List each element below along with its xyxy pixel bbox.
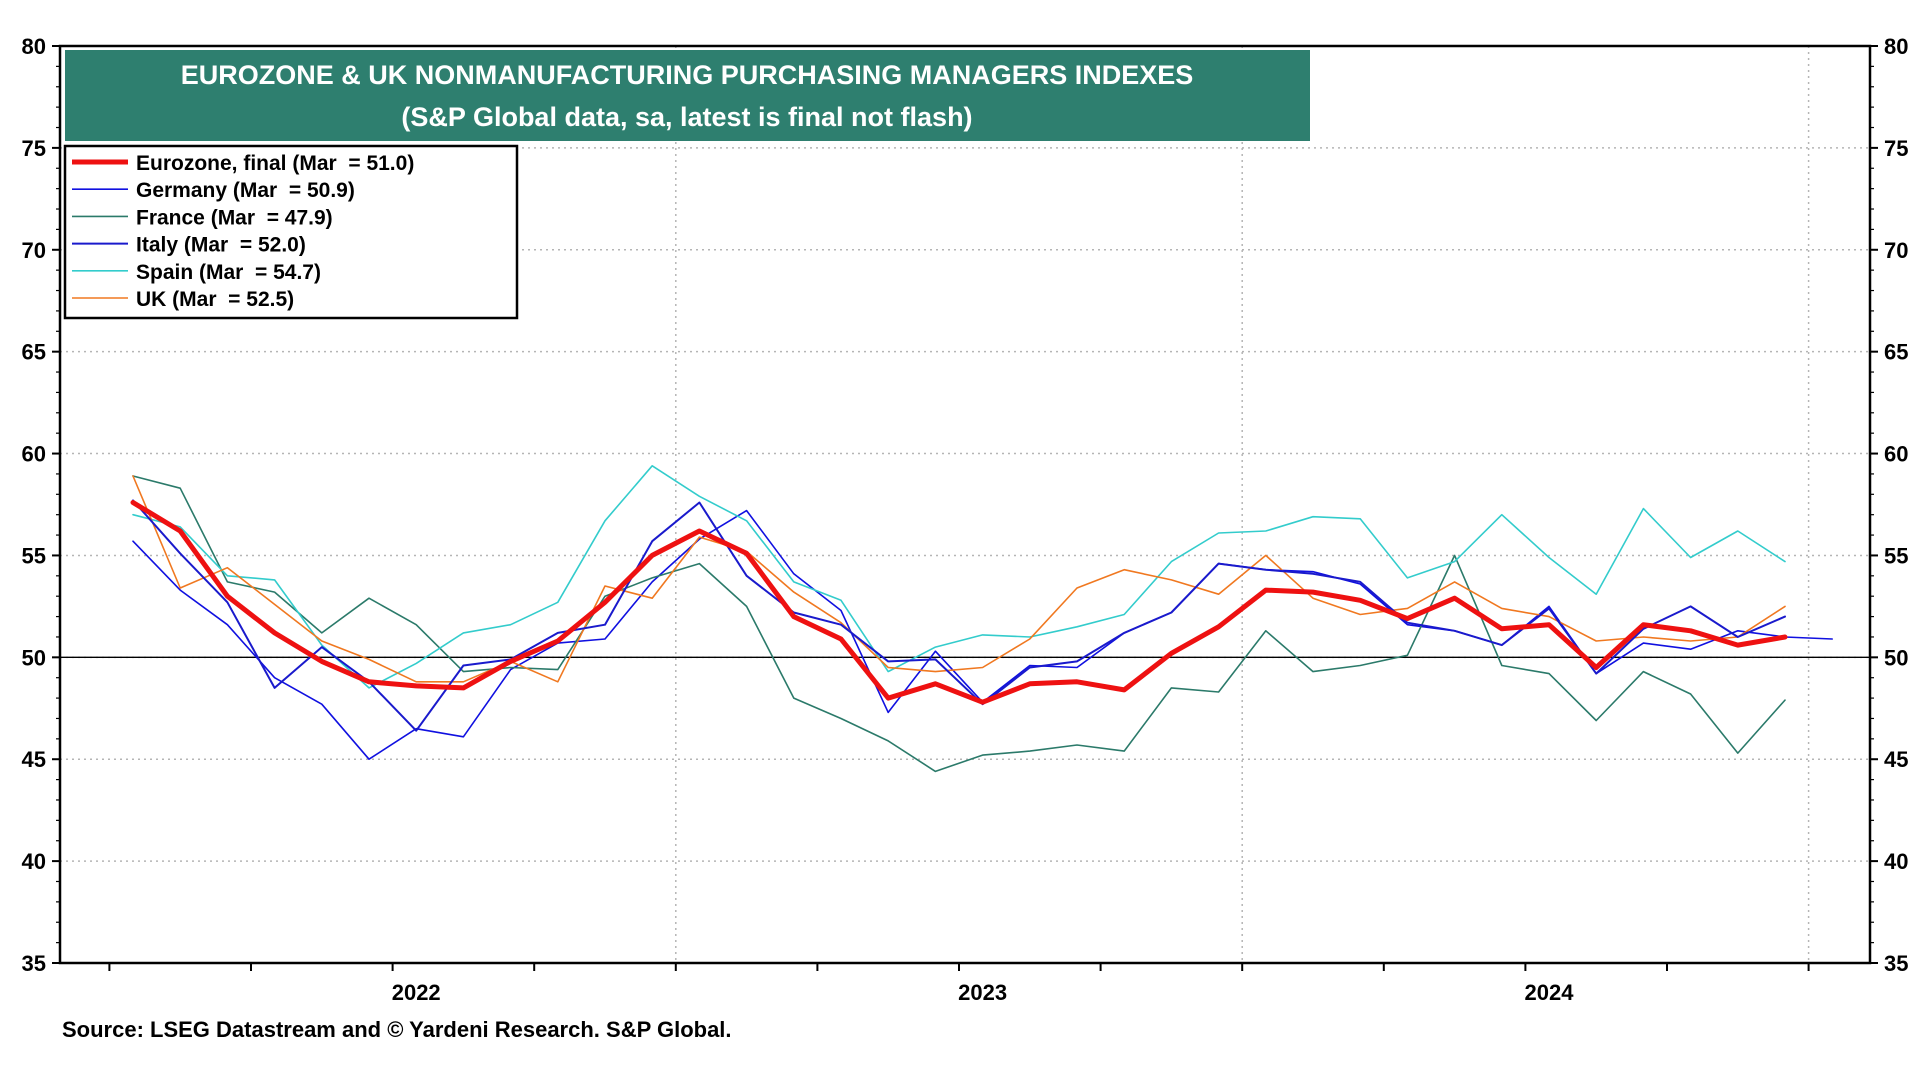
- title-banner: [65, 50, 1310, 141]
- y-tick-label-left: 50: [22, 645, 46, 670]
- y-tick-label-right: 45: [1884, 747, 1908, 772]
- legend-label: UK (Mar = 52.5): [136, 288, 294, 311]
- y-tick-label-left: 70: [22, 238, 46, 263]
- legend-box: [63, 144, 519, 320]
- y-tick-label-left: 55: [22, 543, 46, 568]
- legend: Eurozone, final (Mar = 51.0) Germany (Mar…: [72, 152, 414, 311]
- series-lines: [130, 464, 1833, 773]
- legend-label: Spain (Mar = 54.7): [136, 261, 321, 284]
- chart-title: EUROZONE & UK NONMANUFACTURING PURCHASIN…: [181, 60, 1194, 90]
- y-tick-label-left: 35: [22, 951, 46, 976]
- legend-label: Germany (Mar = 50.9): [136, 179, 355, 202]
- y-tick-label-left: 75: [22, 136, 46, 161]
- y-tick-label-right: 65: [1884, 340, 1908, 365]
- chart-subtitle: (S&P Global data, sa, latest is final no…: [401, 102, 972, 132]
- y-tick-label-right: 50: [1884, 645, 1908, 670]
- y-tick-label-right: 40: [1884, 849, 1908, 874]
- series-line-france: [132, 475, 1786, 773]
- y-tick-label-right: 75: [1884, 136, 1908, 161]
- y-tick-label-right: 70: [1884, 238, 1908, 263]
- y-tick-label-right: 55: [1884, 543, 1908, 568]
- legend-label: Italy (Mar = 52.0): [136, 234, 306, 257]
- x-tick-label: 2022: [392, 980, 441, 1005]
- y-tick-label-left: 45: [22, 747, 46, 772]
- x-tick-label: 2023: [958, 980, 1007, 1005]
- y-tick-label-right: 80: [1884, 34, 1908, 59]
- legend-label: Eurozone, final (Mar = 51.0): [136, 152, 414, 175]
- y-tick-label-right: 60: [1884, 442, 1908, 467]
- y-tick-label-left: 65: [22, 340, 46, 365]
- y-tick-label-left: 60: [22, 442, 46, 467]
- series-line-spain: [132, 464, 1786, 689]
- source-note: Source: LSEG Datastream and © Yardeni Re…: [62, 1017, 732, 1042]
- series-line-uk: [132, 475, 1786, 683]
- y-tick-label-left: 40: [22, 849, 46, 874]
- series-line-italy: [132, 499, 1786, 732]
- axes: 35 35 40 40 45 45 50 50 55 55 60 60 65 65 70 70 75 75 80 80…: [22, 34, 1909, 1005]
- plot-frame: [58, 44, 1872, 965]
- y-tick-label-right: 35: [1884, 951, 1908, 976]
- legend-label: France (Mar = 47.9): [136, 206, 333, 229]
- series-line-eurozone-final: [130, 500, 1788, 705]
- y-tick-label-left: 80: [22, 34, 46, 59]
- x-tick-label: 2024: [1525, 980, 1575, 1005]
